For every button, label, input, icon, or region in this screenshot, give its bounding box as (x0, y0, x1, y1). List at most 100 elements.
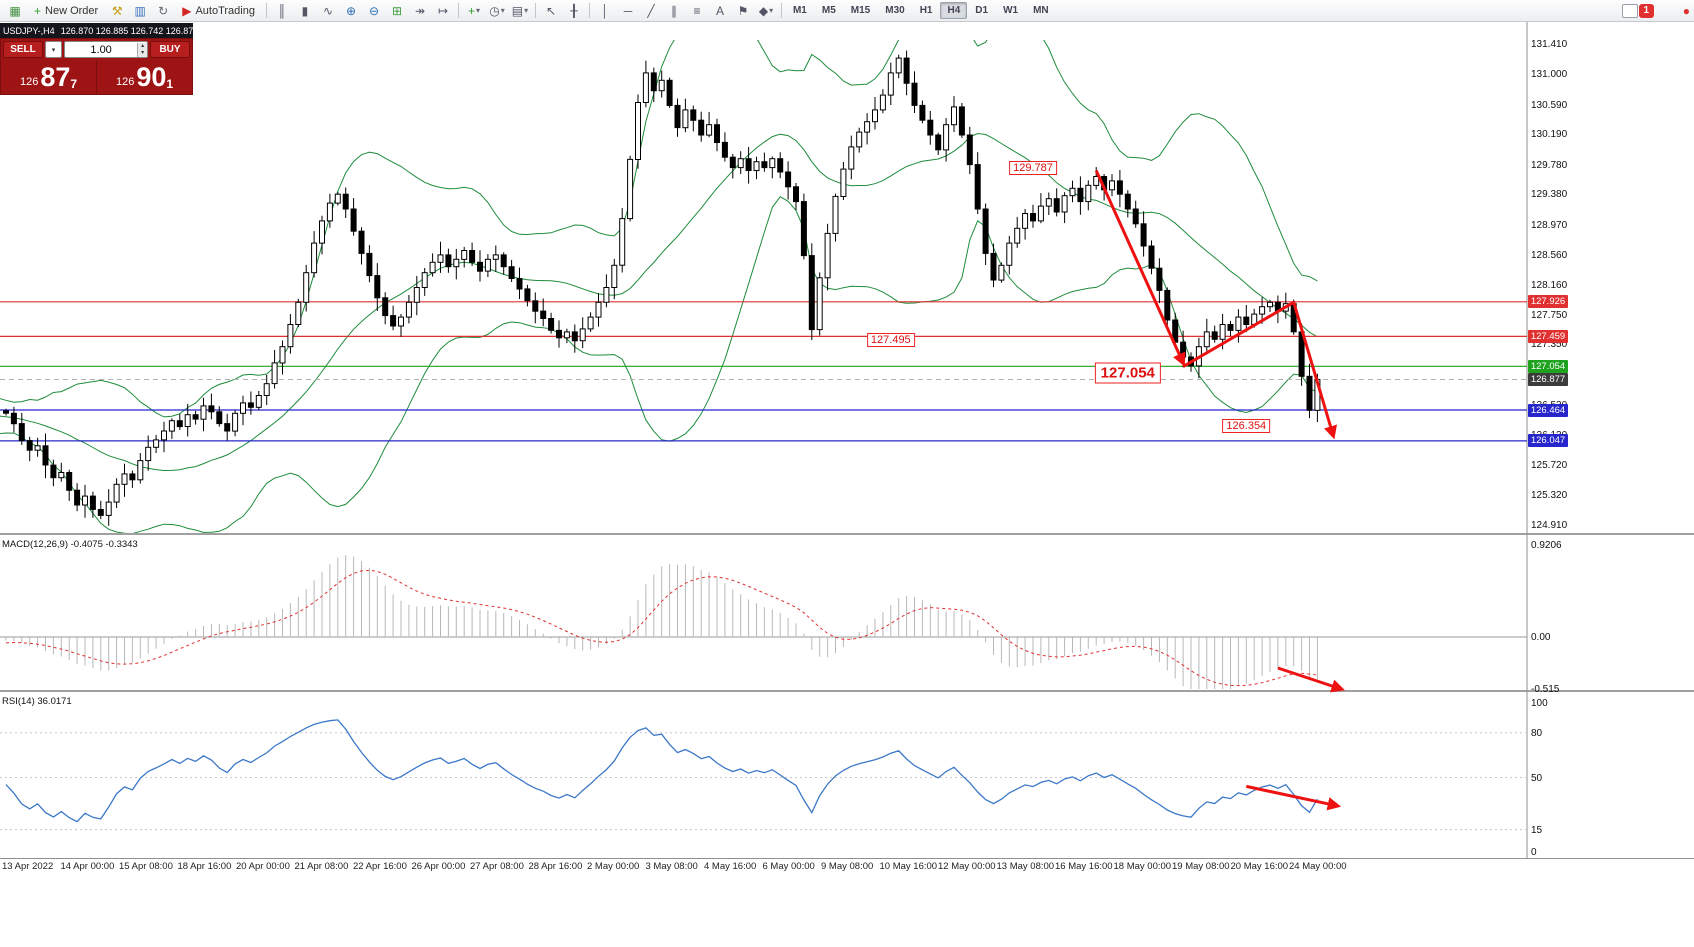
symbol-timeframe-label: USDJPY-,H4 (3, 25, 55, 36)
price-tag: 127.459 (1528, 329, 1568, 343)
arrows[interactable]: ◆ ▾ (755, 2, 777, 20)
sell-price[interactable]: 126 87 7 (19, 62, 78, 92)
templates-icon: ▤ (511, 3, 524, 18)
refresh[interactable]: ↻ (152, 2, 174, 20)
vertical-line[interactable]: │ (594, 2, 616, 20)
timeframe-w1[interactable]: W1 (1003, 5, 1019, 16)
time-axis-label: 22 Apr 16:00 (353, 861, 407, 872)
time-axis-label: 21 Apr 08:00 (294, 861, 349, 872)
crosshair-icon: ╂ (570, 3, 578, 18)
price-annotation[interactable]: 127.054 (1094, 362, 1161, 384)
metaeditor[interactable]: ⚒ (106, 2, 128, 20)
price-annotation[interactable]: 129.787 (1009, 161, 1057, 176)
price-axis-label: 127.750 (1531, 309, 1568, 321)
rsi-axis-label: 0 (1531, 847, 1537, 858)
horizontal-line[interactable]: ─ (617, 2, 639, 20)
buy-button[interactable]: BUY (150, 41, 190, 58)
price-tag: 126.047 (1528, 434, 1568, 448)
bb-lower-band (0, 196, 1318, 533)
chart-window-icon[interactable] (1621, 3, 1638, 18)
time-axis-label: 26 Apr 00:00 (411, 861, 466, 872)
time-axis-label: 28 Apr 16:00 (528, 861, 583, 872)
indicators[interactable]: + ▾ (463, 2, 485, 20)
text-icon: A (715, 3, 724, 18)
time-axis-label: 13 May 08:00 (996, 861, 1055, 872)
trend-arrow-rsi[interactable] (1245, 784, 1342, 811)
candlestick-mode-icon: ▮ (301, 3, 309, 18)
volume-input[interactable] (65, 43, 138, 56)
chevron-down-icon: ▾ (524, 6, 529, 15)
rsi-axis-label: 80 (1531, 727, 1543, 739)
price-axis-label: 130.190 (1531, 129, 1568, 141)
notifications-badge[interactable]: 1 (1638, 3, 1654, 18)
fibonacci[interactable]: ≡ (686, 2, 708, 20)
time-axis-label: 6 May 00:00 (762, 861, 815, 872)
trend-arrow-macd[interactable] (1277, 666, 1345, 693)
price-tag: 127.054 (1528, 359, 1568, 373)
time-axis-label: 18 May 00:00 (1113, 861, 1172, 872)
timeframe-m15[interactable]: M15 (850, 5, 871, 16)
bar-chart-mode[interactable]: ║ (271, 2, 293, 20)
price-axis-label: 128.160 (1531, 279, 1568, 291)
time-axis-label: 9 May 08:00 (821, 861, 874, 872)
line-chart-mode[interactable]: ∿ (317, 2, 339, 20)
terminal[interactable]: ▥ (129, 2, 151, 20)
timeframe-d1[interactable]: D1 (975, 5, 989, 16)
terminal-icon: ▥ (134, 3, 146, 18)
text[interactable]: A (709, 2, 731, 20)
trendline[interactable]: ╱ (640, 2, 662, 20)
volume-up-button[interactable]: ▴ (138, 42, 147, 50)
periods[interactable]: ◷ ▾ (486, 2, 508, 20)
buy-price[interactable]: 126 90 1 (115, 62, 174, 92)
horizontal-lines (0, 301, 1527, 442)
autotrading-label: AutoTrading (195, 4, 255, 17)
timeframe-m5[interactable]: M5 (821, 5, 836, 16)
crosshair[interactable]: ╂ (563, 2, 585, 20)
new-chart-icon: ▦ (9, 3, 21, 18)
volume-dropdown[interactable]: ▾ (45, 41, 62, 58)
timeframe-m30[interactable]: M30 (885, 5, 905, 16)
tile-windows[interactable]: ⊞ (386, 2, 408, 20)
zoom-in[interactable]: ⊕ (340, 2, 362, 20)
auto-scroll[interactable]: ↠ (409, 2, 431, 20)
price-annotation[interactable]: 126.354 (1222, 418, 1271, 433)
price-annotation[interactable]: 127.495 (866, 333, 915, 347)
text-label[interactable]: ⚑ (732, 2, 754, 20)
chevron-down-icon: ▾ (475, 6, 480, 15)
timeframe-h1[interactable]: H1 (919, 5, 933, 16)
refresh-icon: ↻ (158, 3, 169, 18)
cursor[interactable]: ↖ (540, 2, 562, 20)
chart-shift[interactable]: ↦ (432, 2, 454, 20)
divider (96, 60, 97, 94)
trend-arrow-price[interactable] (1094, 169, 1186, 367)
auto-scroll-icon: ↠ (414, 3, 425, 18)
volume-down-button[interactable]: ▾ (138, 49, 147, 57)
autotrading[interactable]: ▶ AutoTrading (175, 2, 262, 20)
equidistant-channel[interactable]: ∥ (663, 2, 685, 20)
chevron-down-icon: ▾ (500, 6, 505, 15)
time-axis-label: 3 May 08:00 (645, 861, 698, 872)
new-order-label: New Order (45, 4, 99, 17)
candlestick-mode[interactable]: ▮ (294, 2, 316, 20)
price-axis-label: 128.560 (1531, 249, 1568, 261)
timeframe-mn[interactable]: MN (1033, 5, 1049, 16)
templates[interactable]: ▤ ▾ (509, 2, 531, 20)
timeframe-h4[interactable]: H4 (940, 2, 968, 19)
new-chart[interactable]: ▦ (4, 2, 26, 20)
trend-arrow-price[interactable] (1182, 300, 1337, 440)
cursor-icon: ↖ (545, 3, 556, 18)
rsi-panel (0, 719, 1527, 831)
current-price-tag: 126.877 (1528, 372, 1568, 386)
rsi-line (5, 719, 1318, 823)
new-order[interactable]: + New Order (27, 2, 105, 20)
price-axis-label: 130.590 (1531, 99, 1568, 111)
sell-button[interactable]: SELL (3, 41, 43, 58)
zoom-out[interactable]: ⊖ (363, 2, 385, 20)
equidistant-channel-icon: ∥ (670, 3, 677, 18)
chevron-down-icon: ▾ (769, 6, 774, 15)
timeframe-m1[interactable]: M1 (792, 5, 807, 16)
bollinger-bands (0, 40, 1318, 533)
